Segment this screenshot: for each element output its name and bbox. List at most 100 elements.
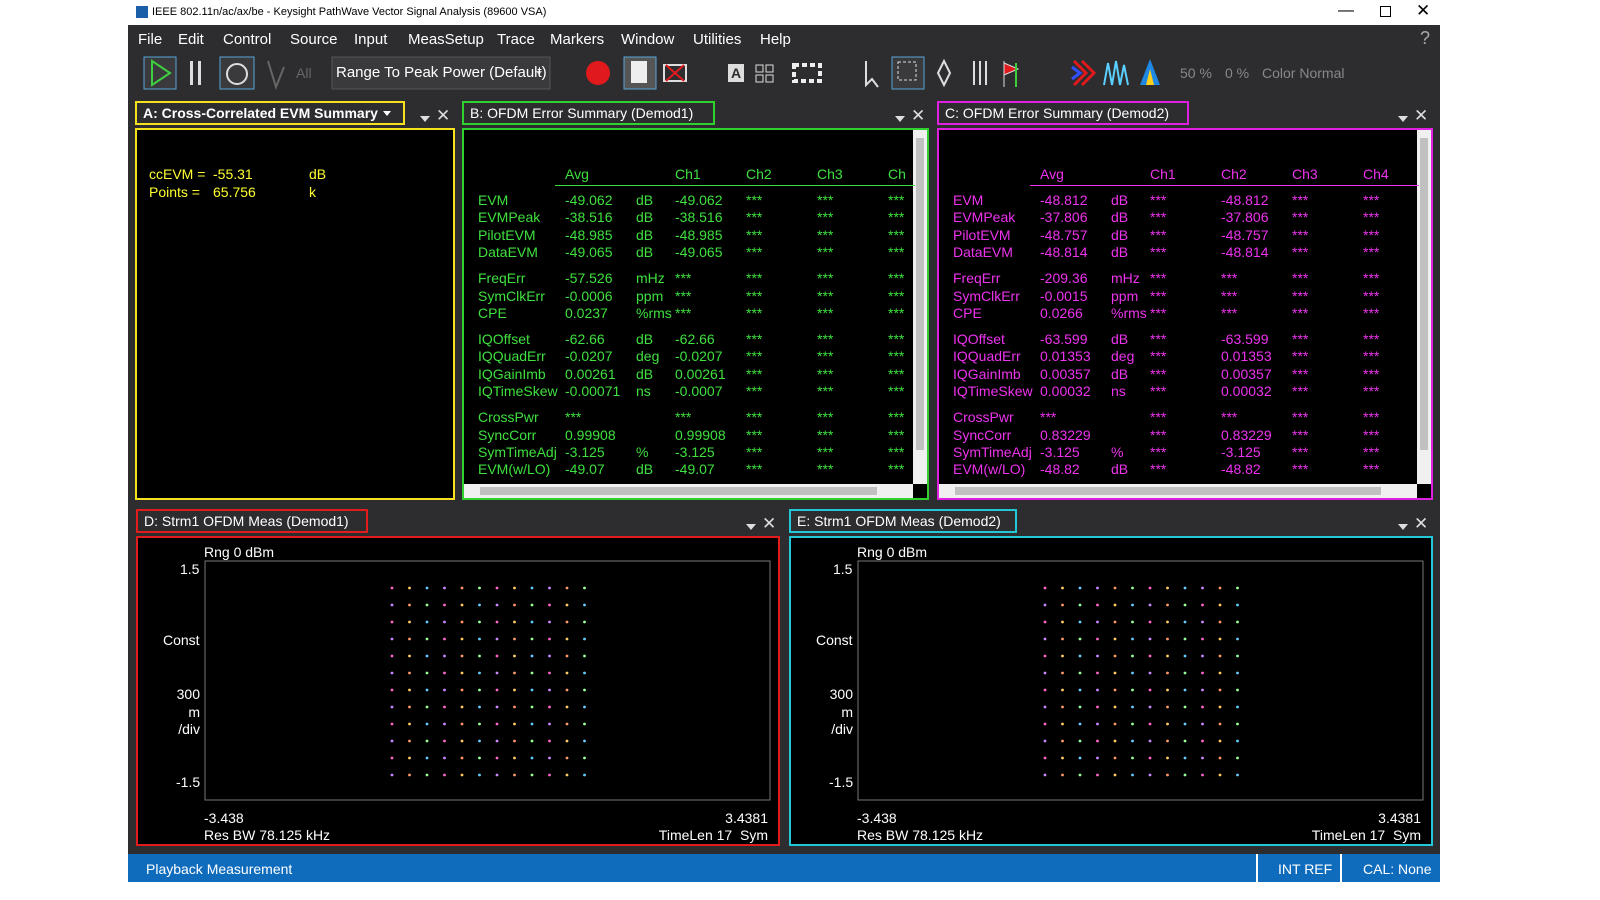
- constellation-dot: [1166, 603, 1169, 607]
- panel-menu-arrow[interactable]: [895, 116, 905, 122]
- menu-item[interactable]: Control: [223, 31, 272, 48]
- decay-pct[interactable]: 0 %: [1225, 65, 1250, 81]
- pointer-tool[interactable]: [865, 61, 879, 88]
- row-unit: %: [636, 444, 649, 460]
- res-bw-label: Res BW 78.125 kHz: [204, 827, 331, 843]
- menu-item[interactable]: File: [138, 31, 163, 48]
- row-channel: ***: [1150, 409, 1167, 426]
- panel-close[interactable]: ✕: [436, 106, 451, 125]
- row-channel: -48.757: [1221, 226, 1269, 243]
- color-mode[interactable]: Color Normal: [1262, 65, 1345, 81]
- minimize-button[interactable]: —: [1338, 2, 1354, 19]
- row-channel: ***: [1221, 270, 1238, 287]
- arrange-icon[interactable]: [792, 63, 822, 83]
- constellation-dot: [513, 654, 516, 658]
- tab-arrow[interactable]: [383, 111, 391, 116]
- summary-label: ccEVM =: [149, 166, 206, 182]
- y-bottom-label: -1.5: [829, 774, 854, 790]
- y-scale-label: m: [188, 703, 200, 720]
- range-text[interactable]: Range To Peak Power (Default): [336, 64, 547, 81]
- menu-item[interactable]: Markers: [550, 31, 605, 48]
- summary-value: 65.756: [213, 184, 256, 200]
- panel-close[interactable]: ✕: [1414, 106, 1429, 125]
- range-dropdown[interactable]: [331, 56, 551, 90]
- layout-icon[interactable]: [755, 64, 764, 73]
- row-channel: ***: [817, 365, 834, 382]
- panel-menu-arrow[interactable]: [420, 116, 430, 122]
- menu-item[interactable]: Edit: [178, 31, 204, 48]
- constellation-dot: [460, 722, 464, 726]
- menu-item[interactable]: Help: [760, 31, 791, 48]
- constellation-dot: [1183, 586, 1187, 590]
- row-channel: ***: [817, 383, 834, 400]
- annotation-button[interactable]: [728, 64, 744, 82]
- trigger-all[interactable]: All: [296, 65, 312, 81]
- cal-indicator[interactable]: CAL: None: [1363, 861, 1432, 877]
- constellation-dot: [408, 756, 411, 760]
- constellation-dot: [1043, 773, 1047, 777]
- panel-menu-arrow[interactable]: [1398, 524, 1408, 530]
- panel-close[interactable]: ✕: [762, 514, 777, 533]
- annotation-label[interactable]: A: [731, 65, 742, 81]
- panel-tab[interactable]: B: OFDM Error Summary (Demod1): [462, 101, 715, 125]
- constellation-dot: [1043, 603, 1047, 607]
- panel-tab[interactable]: C: OFDM Error Summary (Demod2): [937, 101, 1189, 125]
- panel-menu-arrow[interactable]: [746, 524, 756, 530]
- range-label: Rng 0 dBm: [857, 544, 928, 560]
- constellation-dot: [478, 654, 481, 658]
- constellation-dot: [495, 671, 499, 675]
- panel-tab[interactable]: E: Strm1 OFDM Meas (Demod2): [789, 509, 1017, 533]
- maximize-button[interactable]: [1380, 6, 1391, 17]
- constellation-dot: [460, 739, 464, 743]
- help-icon[interactable]: ?: [1420, 28, 1431, 48]
- row-channel: ***: [746, 444, 763, 460]
- v-scroll-thumb[interactable]: [1420, 138, 1428, 450]
- panel-content: ccEVM = -55.31 dB Points = 65.756 k: [135, 128, 455, 500]
- h-scroll-thumb[interactable]: [480, 487, 877, 495]
- marker-tool[interactable]: [936, 58, 952, 88]
- constellation-dot: [548, 756, 551, 760]
- record-button[interactable]: [586, 61, 610, 85]
- persistence-pct[interactable]: 50 %: [1180, 65, 1212, 81]
- trigger-icon[interactable]: [267, 60, 285, 91]
- constellation-dot: [390, 739, 394, 743]
- flag-marker[interactable]: [1003, 61, 1020, 87]
- panel-menu-arrow[interactable]: [1398, 116, 1408, 122]
- spectrum-icon[interactable]: [1103, 60, 1129, 86]
- constellation-dot: [478, 705, 481, 709]
- y-scale-label: 300: [829, 686, 853, 702]
- panel-tab[interactable]: D: Strm1 OFDM Meas (Demod1): [136, 509, 368, 533]
- constellation-dot: [565, 637, 569, 641]
- menu-item[interactable]: Input: [354, 31, 388, 48]
- menu-item[interactable]: Source: [290, 31, 338, 48]
- constellation-dot: [443, 739, 446, 743]
- pause-icon[interactable]: [190, 61, 193, 85]
- h-scroll-thumb[interactable]: [955, 487, 1381, 495]
- stop-record-icon[interactable]: [663, 64, 687, 82]
- row-channel: ***: [888, 348, 905, 365]
- menu-item[interactable]: Utilities: [693, 31, 742, 48]
- status-bar: Playback Measurement INT REF CAL: None: [128, 854, 1440, 882]
- row-channel: -48.814: [1221, 244, 1269, 261]
- column-header: Ch: [888, 166, 906, 182]
- panel-close[interactable]: ✕: [1414, 514, 1429, 533]
- row-unit: dB: [1111, 244, 1129, 261]
- constellation-dot: [1131, 739, 1134, 743]
- close-button[interactable]: ✕: [1416, 1, 1431, 20]
- menu-item[interactable]: Window: [621, 31, 675, 48]
- separator: [1340, 854, 1342, 882]
- row-name: FreqErr: [478, 270, 526, 287]
- panel-tab[interactable]: A: Cross-Correlated EVM Summary: [135, 101, 405, 125]
- row-channel: ***: [1221, 287, 1238, 304]
- row-unit: dB: [636, 365, 654, 382]
- v-scroll-thumb[interactable]: [916, 138, 924, 450]
- constellation-dot: [408, 637, 411, 641]
- panel-close[interactable]: ✕: [911, 106, 926, 125]
- density-core: [1146, 69, 1154, 85]
- persist-icon[interactable]: [1072, 59, 1097, 87]
- menu-item[interactable]: Trace: [497, 31, 535, 48]
- ref-indicator[interactable]: INT REF: [1278, 861, 1333, 877]
- menu-item[interactable]: MeasSetup: [408, 31, 484, 48]
- band-marker[interactable]: [973, 61, 987, 85]
- pause-icon[interactable]: [198, 61, 201, 85]
